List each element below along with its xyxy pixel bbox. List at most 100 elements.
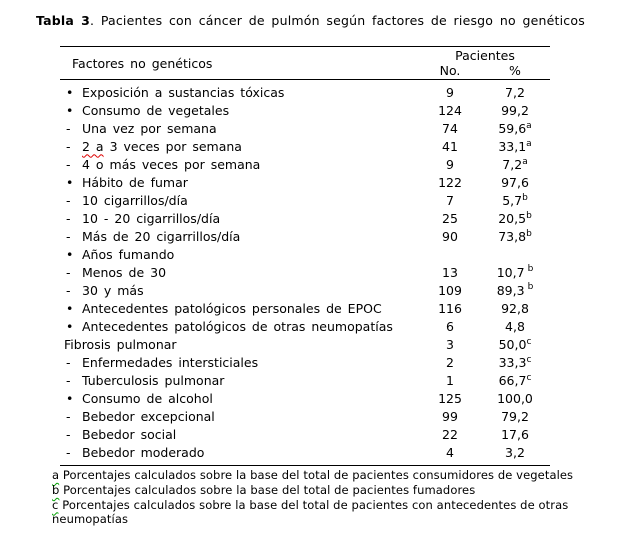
percent-value: 97,6 (501, 174, 529, 190)
bullet-icon: • (66, 102, 74, 118)
count-value: 90 (442, 228, 458, 244)
footnote-ref: b (526, 210, 532, 221)
footnote-ref: a (522, 156, 528, 167)
table-row: -10 cigarrillos/día 7 5,7b (60, 191, 550, 209)
dash-icon: - (66, 210, 71, 226)
bullet-icon: • (66, 300, 74, 316)
count-value: 3 (446, 336, 454, 352)
percent-value: 73,8b (498, 228, 532, 244)
count-value: 125 (438, 390, 462, 406)
count-value: 124 (438, 102, 462, 118)
header-patients-columns: Pacientes No. % (420, 47, 550, 79)
table-title-text: . Pacientes con cáncer de pulmón según f… (89, 13, 585, 28)
table-row: -30 y más 109 89,3 b (60, 281, 550, 299)
percent-value: 100,0 (497, 390, 533, 406)
dash-icon: - (66, 156, 71, 172)
percent-value: 20,5b (498, 210, 532, 226)
percent-value: 50,0c (498, 336, 532, 352)
factor-cell: -2 a 3 veces por semana (60, 139, 420, 154)
table-row: - Enfermedades intersticiales 2 33,3c (60, 353, 550, 371)
footnotes: a Porcentajes calculados sobre la base d… (52, 468, 624, 527)
percent-value: 17,6 (501, 426, 529, 442)
header-patients-group: Pacientes (455, 48, 515, 63)
count-value: 22 (442, 426, 458, 442)
percent-value: 99,2 (501, 102, 529, 118)
header-factors: Factores no genéticos (72, 55, 213, 71)
factor-label: Una vez por semana (82, 120, 217, 136)
dash-icon: - (66, 264, 71, 280)
count-value: 2 (446, 354, 454, 370)
factor-label: Bebedor social (82, 426, 177, 442)
footnote-marker: a (52, 468, 60, 482)
percent-value: 92,8 (501, 300, 529, 316)
factor-cell: - Bebedor moderado (60, 445, 420, 460)
table-row: • Consumo de alcohol 125 100,0 (60, 389, 550, 407)
table-row: -10 - 20 cigarrillos/día 25 20,5b (60, 209, 550, 227)
footnote: a Porcentajes calculados sobre la base d… (52, 468, 624, 483)
table-row: - Bebedor moderado 4 3,2 (60, 443, 550, 461)
footnote-ref: c (526, 336, 532, 347)
count-value: 7 (446, 192, 454, 208)
count-value: 41 (442, 138, 458, 154)
table-row: - Bebedor social 22 17,6 (60, 425, 550, 443)
count-value: 9 (446, 84, 454, 100)
footnote-marker: c (52, 497, 59, 512)
factor-cell: • Consumo de alcohol (60, 391, 420, 406)
footnote-ref: c (526, 354, 532, 365)
dash-icon: - (66, 408, 71, 424)
factor-label: 4 o más veces por semana (82, 156, 261, 172)
factor-cell: - Una vez por semana (60, 121, 420, 136)
bullet-icon: • (66, 174, 74, 190)
footnote-text: Porcentajes calculados sobre la base del… (52, 497, 569, 527)
count-value: 99 (442, 408, 458, 424)
dash-icon: - (66, 426, 71, 442)
percent-value: 4,8 (505, 318, 525, 334)
dash-icon: - (66, 228, 71, 244)
dash-icon: - (66, 372, 71, 388)
dash-icon: - (66, 444, 71, 460)
footnote-marker: b (52, 482, 60, 497)
footnote-text: Porcentajes calculados sobre la base del… (62, 468, 574, 482)
factor-label-segment: 2 a (82, 138, 104, 154)
factor-label: Bebedor excepcional (82, 408, 215, 424)
count-value: 13 (442, 264, 458, 280)
factor-cell: - Bebedor social (60, 427, 420, 442)
factor-label: 10 cigarrillos/día (82, 192, 188, 208)
bullet-icon: • (66, 390, 74, 406)
factor-label: Antecedentes patológicos personales de E… (82, 300, 382, 316)
percent-value: 7,2a (502, 156, 528, 172)
factor-label: Enfermedades intersticiales (82, 354, 259, 370)
factor-label-segment: 3 veces por semana (103, 138, 242, 154)
header-subrow: No. % (420, 63, 550, 78)
count-value: 74 (442, 120, 458, 136)
percent-value: 10,7 b (496, 264, 534, 280)
percent-value: 66,7c (498, 372, 532, 388)
footnote-ref: c (526, 372, 532, 383)
dash-icon: - (66, 282, 71, 298)
factor-label: Años fumando (82, 246, 175, 262)
bullet-icon: • (66, 246, 74, 262)
table-row: • Antecedentes patológicos personales de … (60, 299, 550, 317)
factor-label: Menos de 30 (82, 264, 167, 280)
footnote-ref: a (526, 120, 532, 131)
data-table: Factores no genéticos Pacientes No. % • E… (60, 46, 550, 466)
factor-cell: • Años fumando (60, 247, 420, 262)
factor-cell: • Antecedentes patológicos personales de … (60, 301, 420, 316)
table-row: • Exposición a sustancias tóxicas 9 7,2 (60, 83, 550, 101)
header-percent-column: % (509, 63, 521, 78)
factor-cell: - Enfermedades intersticiales (60, 355, 420, 370)
table-row: - Bebedor excepcional 99 79,2 (60, 407, 550, 425)
dash-icon: - (66, 192, 71, 208)
factor-label: 30 y más (82, 282, 144, 298)
footnote-ref: b (527, 264, 534, 275)
percent-value: 89,3 b (496, 282, 534, 298)
factor-label: Fibrosis pulmonar (64, 336, 177, 352)
factor-label: Consumo de vegetales (82, 102, 230, 118)
table-row: • Consumo de vegetales 124 99,2 (60, 101, 550, 119)
table-row: • Años fumando (60, 245, 550, 263)
factor-cell: - Tuberculosis pulmonar (60, 373, 420, 388)
table-row: - Menos de 30 13 10,7 b (60, 263, 550, 281)
factor-cell: - Bebedor excepcional (60, 409, 420, 424)
table-row: -4 o más veces por semana 9 7,2a (60, 155, 550, 173)
footnote: b Porcentajes calculados sobre la base d… (52, 483, 624, 498)
